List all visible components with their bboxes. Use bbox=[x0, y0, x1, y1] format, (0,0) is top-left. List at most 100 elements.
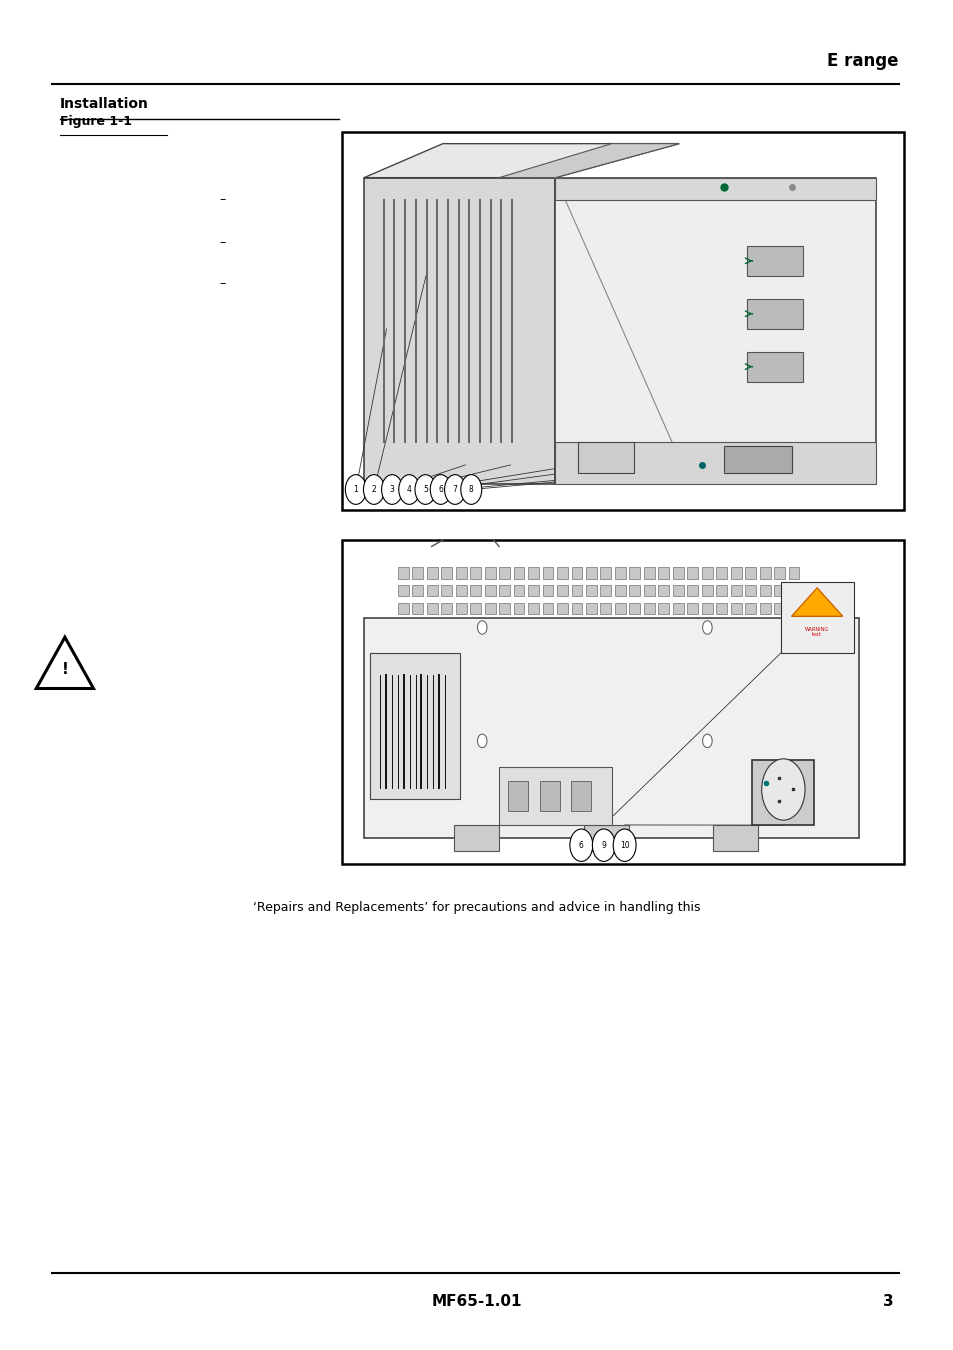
Text: 6: 6 bbox=[578, 841, 583, 849]
Bar bbox=[397, 602, 408, 614]
Circle shape bbox=[701, 734, 711, 748]
Bar bbox=[498, 585, 510, 597]
Bar bbox=[730, 602, 740, 614]
Bar bbox=[746, 246, 802, 275]
Bar bbox=[629, 602, 639, 614]
Bar bbox=[498, 567, 510, 579]
Bar bbox=[542, 567, 553, 579]
Bar bbox=[341, 132, 903, 510]
Bar bbox=[578, 443, 634, 472]
Polygon shape bbox=[555, 178, 875, 483]
Bar bbox=[513, 567, 524, 579]
Bar bbox=[528, 602, 538, 614]
Text: 3: 3 bbox=[389, 485, 395, 494]
Text: 9: 9 bbox=[600, 841, 605, 849]
Text: Installation: Installation bbox=[60, 97, 149, 111]
Bar bbox=[571, 602, 581, 614]
Circle shape bbox=[430, 475, 451, 505]
Bar bbox=[542, 585, 553, 597]
Bar bbox=[456, 602, 466, 614]
Bar bbox=[744, 585, 755, 597]
Bar bbox=[672, 602, 683, 614]
Bar bbox=[426, 585, 437, 597]
Bar bbox=[744, 567, 755, 579]
Text: Figure 1-1: Figure 1-1 bbox=[60, 115, 132, 128]
Bar bbox=[716, 585, 726, 597]
Bar bbox=[585, 602, 597, 614]
Text: –: – bbox=[219, 277, 226, 290]
Bar bbox=[441, 585, 452, 597]
Bar bbox=[508, 782, 528, 810]
Text: 1: 1 bbox=[354, 485, 357, 494]
Circle shape bbox=[363, 475, 384, 505]
Bar bbox=[746, 351, 802, 382]
Bar bbox=[599, 602, 611, 614]
Circle shape bbox=[415, 475, 436, 505]
Bar bbox=[759, 602, 770, 614]
Bar bbox=[583, 825, 628, 850]
Bar bbox=[759, 567, 770, 579]
Circle shape bbox=[592, 829, 615, 861]
Bar bbox=[716, 567, 726, 579]
Circle shape bbox=[345, 475, 366, 505]
Bar bbox=[723, 446, 791, 472]
Bar bbox=[716, 602, 726, 614]
Text: E range: E range bbox=[826, 51, 898, 70]
Circle shape bbox=[381, 475, 402, 505]
Circle shape bbox=[398, 475, 419, 505]
Bar bbox=[412, 567, 423, 579]
Bar bbox=[788, 567, 799, 579]
Bar bbox=[441, 602, 452, 614]
Text: –: – bbox=[219, 193, 226, 207]
Circle shape bbox=[476, 734, 486, 748]
Bar bbox=[470, 567, 480, 579]
Bar bbox=[341, 540, 903, 864]
Bar bbox=[686, 602, 698, 614]
Bar bbox=[599, 585, 611, 597]
Bar bbox=[629, 585, 639, 597]
Polygon shape bbox=[498, 143, 679, 178]
Text: MF65-1.01: MF65-1.01 bbox=[432, 1293, 521, 1310]
Bar bbox=[528, 567, 538, 579]
Circle shape bbox=[701, 621, 711, 634]
Text: 3: 3 bbox=[882, 1293, 893, 1310]
Bar bbox=[585, 585, 597, 597]
Bar bbox=[746, 298, 802, 329]
Bar bbox=[672, 585, 683, 597]
Circle shape bbox=[444, 475, 465, 505]
Bar bbox=[513, 602, 524, 614]
Bar bbox=[484, 602, 495, 614]
Bar bbox=[730, 585, 740, 597]
Text: !: ! bbox=[61, 662, 69, 676]
Text: 10: 10 bbox=[619, 841, 629, 849]
Bar bbox=[643, 585, 654, 597]
Bar bbox=[615, 602, 625, 614]
Bar bbox=[498, 602, 510, 614]
Bar bbox=[686, 585, 698, 597]
Bar bbox=[441, 567, 452, 579]
Text: 5: 5 bbox=[422, 485, 428, 494]
Bar bbox=[759, 585, 770, 597]
Bar bbox=[369, 653, 459, 799]
Bar bbox=[686, 567, 698, 579]
Bar bbox=[470, 585, 480, 597]
Bar bbox=[701, 567, 712, 579]
Text: 2: 2 bbox=[372, 485, 375, 494]
Bar bbox=[484, 567, 495, 579]
Bar bbox=[454, 825, 498, 850]
Text: 7: 7 bbox=[452, 485, 457, 494]
Bar bbox=[615, 585, 625, 597]
Bar bbox=[615, 567, 625, 579]
Bar bbox=[585, 567, 597, 579]
Text: ‘Repairs and Replacements’ for precautions and advice in handling this: ‘Repairs and Replacements’ for precautio… bbox=[253, 900, 700, 914]
Bar bbox=[773, 567, 784, 579]
Bar bbox=[539, 782, 559, 810]
Bar bbox=[557, 567, 567, 579]
Text: 8: 8 bbox=[469, 485, 473, 494]
Bar bbox=[712, 825, 758, 850]
Bar bbox=[780, 582, 853, 653]
Bar bbox=[599, 567, 611, 579]
Bar bbox=[557, 585, 567, 597]
Text: 6: 6 bbox=[437, 485, 443, 494]
Bar bbox=[773, 585, 784, 597]
